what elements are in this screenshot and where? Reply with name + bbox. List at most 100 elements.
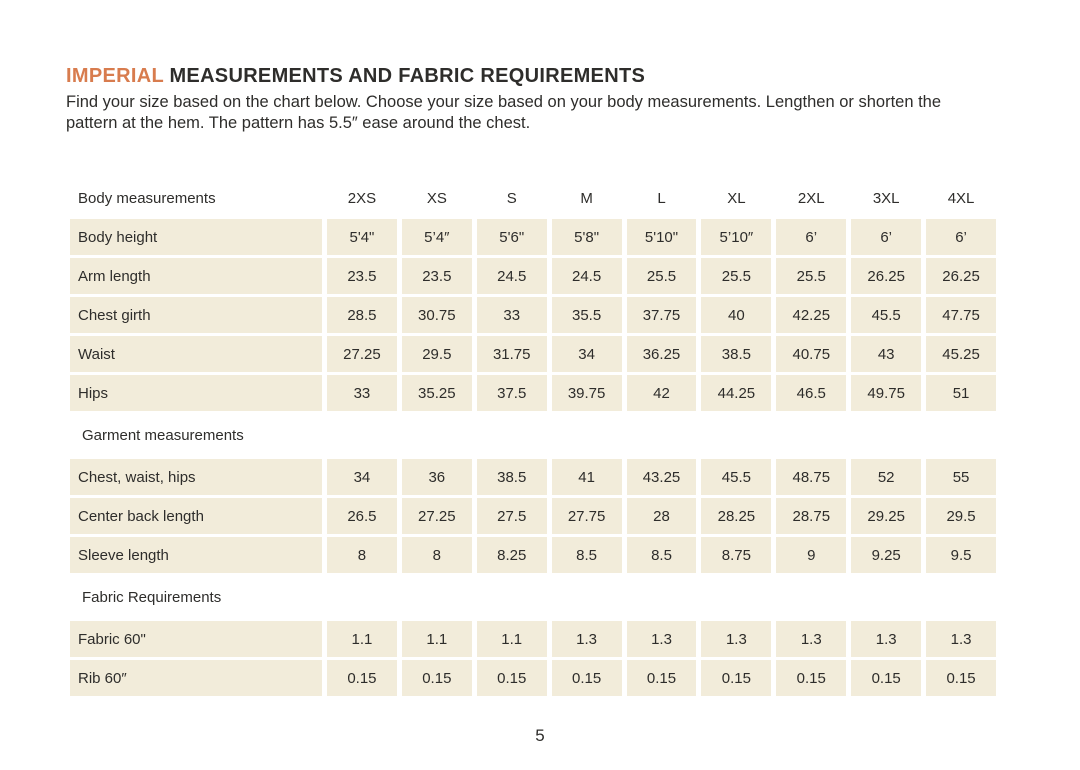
value-cell: 8 — [327, 537, 397, 573]
value-cell: 0.15 — [327, 660, 397, 696]
value-cell: 9.5 — [926, 537, 996, 573]
intro-line-1: Find your size based on the chart below.… — [66, 93, 942, 111]
value-cell: 26.25 — [926, 258, 996, 294]
size-table: Body measurements 2XS XS S M L XL 2XL 3XL 4XL Body… — [70, 180, 996, 696]
value-cell: 9 — [776, 537, 847, 573]
value-cell: 23.5 — [327, 258, 397, 294]
value-cell: 55 — [926, 459, 996, 495]
value-cell: 5’10″ — [701, 219, 772, 255]
value-cell: 43 — [851, 336, 922, 372]
value-cell: 49.75 — [851, 375, 922, 411]
value-cell: 0.15 — [776, 660, 847, 696]
value-cell: 28.75 — [776, 498, 847, 534]
value-cell: 5'10" — [626, 219, 697, 255]
value-cell: 27.25 — [401, 498, 472, 534]
page-title: IMPERIAL MEASUREMENTS AND FABRIC REQUIRE… — [66, 66, 1014, 86]
value-cell: 34 — [327, 459, 397, 495]
value-cell: 5’4″ — [401, 219, 472, 255]
value-cell: 26.5 — [327, 498, 397, 534]
column-header: 2XS — [347, 189, 377, 207]
value-cell: 1.3 — [551, 621, 622, 657]
value-cell: 29.5 — [401, 336, 472, 372]
value-cell: 8.5 — [551, 537, 622, 573]
row-label: Body height — [70, 219, 322, 255]
value-cell: 0.15 — [401, 660, 472, 696]
row-label: Hips — [70, 375, 322, 411]
value-cell: 28 — [626, 498, 697, 534]
value-cell: 52 — [851, 459, 922, 495]
column-header: L — [657, 189, 666, 207]
row-label: Chest, waist, hips — [70, 459, 322, 495]
value-cell: 0.15 — [476, 660, 547, 696]
page-number: 5 — [535, 726, 545, 745]
value-cell: 40.75 — [776, 336, 847, 372]
value-cell: 25.5 — [626, 258, 697, 294]
value-cell: 0.15 — [626, 660, 697, 696]
value-cell: 27.75 — [551, 498, 622, 534]
value-cell: 41 — [551, 459, 622, 495]
value-cell: 33 — [327, 375, 397, 411]
value-cell: 46.5 — [776, 375, 847, 411]
row-label: Arm length — [70, 258, 322, 294]
value-cell: 27.5 — [476, 498, 547, 534]
value-cell: 38.5 — [701, 336, 772, 372]
value-cell: 45.5 — [701, 459, 772, 495]
value-cell: 8.5 — [626, 537, 697, 573]
section-header: Garment measurements — [82, 426, 244, 444]
value-cell: 35.5 — [551, 297, 622, 333]
value-cell: 31.75 — [476, 336, 547, 372]
value-cell: 34 — [551, 336, 622, 372]
value-cell: 9.25 — [851, 537, 922, 573]
intro-paragraph: Find your size based on the chart below.… — [66, 92, 1014, 134]
value-cell: 0.15 — [551, 660, 622, 696]
value-cell: 1.3 — [926, 621, 996, 657]
row-label: Chest girth — [70, 297, 322, 333]
value-cell: 8.25 — [476, 537, 547, 573]
value-cell: 1.3 — [701, 621, 772, 657]
value-cell: 28.5 — [327, 297, 397, 333]
section-header: Fabric Requirements — [82, 588, 222, 606]
column-header: XL — [727, 189, 746, 207]
value-cell: 1.3 — [776, 621, 847, 657]
column-header: S — [506, 189, 517, 207]
value-cell: 25.5 — [776, 258, 847, 294]
value-cell: 26.25 — [851, 258, 922, 294]
value-cell: 30.75 — [401, 297, 472, 333]
value-cell: 1.1 — [401, 621, 472, 657]
value-cell: 35.25 — [401, 375, 472, 411]
row-label: Rib 60″ — [70, 660, 322, 696]
value-cell: 40 — [701, 297, 772, 333]
value-cell: 39.75 — [551, 375, 622, 411]
column-header: XS — [426, 189, 447, 207]
value-cell: 51 — [926, 375, 996, 411]
value-cell: 5'6" — [476, 219, 547, 255]
value-cell: 36.25 — [626, 336, 697, 372]
value-cell: 42.25 — [776, 297, 847, 333]
value-cell: 43.25 — [626, 459, 697, 495]
table-header-label: Body measurements — [78, 189, 216, 207]
column-header: 4XL — [947, 189, 975, 207]
value-cell: 25.5 — [701, 258, 772, 294]
value-cell: 1.3 — [851, 621, 922, 657]
value-cell: 5'8" — [551, 219, 622, 255]
value-cell: 48.75 — [776, 459, 847, 495]
value-cell: 37.5 — [476, 375, 547, 411]
row-label: Waist — [70, 336, 322, 372]
value-cell: 6’ — [851, 219, 922, 255]
value-cell: 0.15 — [701, 660, 772, 696]
row-label: Sleeve length — [70, 537, 322, 573]
value-cell: 36 — [401, 459, 472, 495]
value-cell: 29.5 — [926, 498, 996, 534]
value-cell: 33 — [476, 297, 547, 333]
page-title-accent: IMPERIAL — [66, 65, 164, 87]
value-cell: 0.15 — [926, 660, 996, 696]
value-cell: 24.5 — [551, 258, 622, 294]
value-cell: 38.5 — [476, 459, 547, 495]
value-cell: 1.1 — [327, 621, 397, 657]
value-cell: 29.25 — [851, 498, 922, 534]
page-title-rest: MEASUREMENTS AND FABRIC REQUIREMENTS — [163, 65, 646, 87]
value-cell: 0.15 — [851, 660, 922, 696]
value-cell: 45.25 — [926, 336, 996, 372]
value-cell: 42 — [626, 375, 697, 411]
